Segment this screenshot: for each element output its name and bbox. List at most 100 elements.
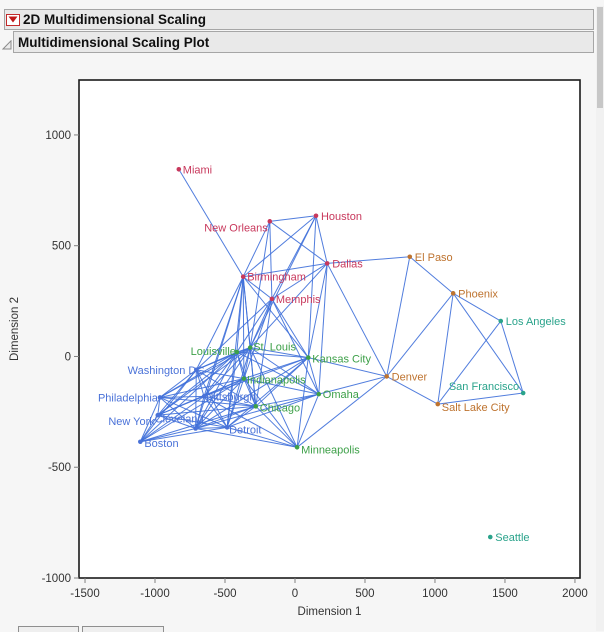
edge-line <box>140 426 228 443</box>
edge-line <box>242 276 309 358</box>
partial-button-right[interactable] <box>82 626 164 632</box>
red-triangle-menu-button[interactable] <box>6 13 20 26</box>
city-marker[interactable] <box>313 213 319 219</box>
edge-line <box>195 396 205 429</box>
edge-line <box>243 378 298 448</box>
red-triangle-icon <box>8 16 18 23</box>
city-marker[interactable] <box>234 349 240 355</box>
edge-line <box>318 263 328 395</box>
city-label: Cleveland <box>155 413 204 425</box>
edge-line <box>157 414 228 428</box>
x-tick-label: -500 <box>213 588 236 600</box>
city-label: Indianapolis <box>247 375 306 387</box>
city-marker[interactable] <box>384 374 389 379</box>
edge-line <box>243 357 309 380</box>
x-tick-label: 0 <box>292 588 298 600</box>
city-marker[interactable] <box>520 390 526 396</box>
city-marker[interactable] <box>269 296 275 302</box>
city-marker[interactable] <box>138 439 143 445</box>
city-label: Denver <box>392 371 428 383</box>
edge-line <box>203 351 238 397</box>
edge-line <box>157 397 161 416</box>
edge-line <box>242 276 245 379</box>
disclosure-triangle-icon[interactable] <box>1 37 12 50</box>
edge-line <box>315 215 328 264</box>
x-tick-label: 2000 <box>562 588 588 600</box>
city-marker[interactable] <box>194 367 199 373</box>
outline-node-2d-mds[interactable]: 2D Multidimensional Scaling <box>4 9 594 30</box>
city-label: Memphis <box>276 294 321 306</box>
outline-node-mds-plot[interactable]: Multidimensional Scaling Plot <box>13 31 594 53</box>
y-tick-label: -500 <box>48 462 71 474</box>
edge-line <box>159 397 196 429</box>
y-tick-label: 500 <box>52 241 71 253</box>
city-marker[interactable] <box>224 425 230 430</box>
city-marker[interactable] <box>498 318 504 324</box>
city-marker[interactable] <box>305 355 311 360</box>
city-label: Omaha <box>323 389 360 401</box>
partial-button-left[interactable] <box>18 626 79 632</box>
edge-line <box>196 347 251 371</box>
edge-line <box>159 395 205 398</box>
edge-line <box>243 298 273 379</box>
city-marker[interactable] <box>267 219 273 224</box>
edge-line <box>249 263 328 348</box>
city-marker[interactable] <box>407 254 413 260</box>
city-label: Boston <box>144 438 178 450</box>
edge-line <box>437 293 454 405</box>
x-tick-label: -1500 <box>70 588 99 600</box>
edge-line <box>500 320 524 394</box>
city-marker[interactable] <box>240 274 246 280</box>
city-marker[interactable] <box>176 166 182 172</box>
edge-line <box>271 263 328 300</box>
y-tick-label: 1000 <box>45 130 71 142</box>
city-marker[interactable] <box>241 376 247 381</box>
report-title: 2D Multidimensional Scaling <box>23 12 207 27</box>
edge-line <box>195 369 205 397</box>
edge-line <box>226 426 298 448</box>
city-marker[interactable] <box>247 345 253 350</box>
edge-line <box>195 369 197 429</box>
city-marker[interactable] <box>324 261 330 266</box>
edge-line <box>243 378 319 395</box>
city-marker[interactable] <box>435 401 441 407</box>
city-marker[interactable] <box>157 395 163 400</box>
city-marker[interactable] <box>294 444 300 450</box>
edge-line <box>242 221 271 277</box>
edge-line <box>307 215 317 358</box>
edge-line <box>195 357 309 429</box>
edge-line <box>140 427 196 443</box>
edge-line <box>203 347 251 397</box>
edge-line <box>249 215 317 348</box>
city-label: Miami <box>183 164 212 176</box>
edge-line <box>327 256 410 264</box>
edge-line <box>255 393 319 407</box>
edge-line <box>296 357 309 448</box>
city-marker[interactable] <box>316 391 322 397</box>
city-label: San Francisco <box>449 381 519 393</box>
city-marker[interactable] <box>487 534 493 540</box>
edge-line <box>296 393 320 448</box>
edge-line <box>409 256 454 294</box>
city-marker[interactable] <box>155 412 161 418</box>
city-label: Seattle <box>495 532 529 544</box>
city-marker[interactable] <box>193 426 198 431</box>
city-marker[interactable] <box>450 291 456 296</box>
scrollbar-thumb[interactable] <box>597 7 603 108</box>
edge-line <box>195 426 228 429</box>
edge-line <box>195 393 319 429</box>
vertical-scrollbar[interactable] <box>596 6 604 631</box>
edge-line <box>249 347 320 395</box>
x-axis-title: Dimension 1 <box>298 606 362 618</box>
city-marker[interactable] <box>253 404 259 409</box>
edge-line <box>195 298 273 371</box>
edge-line <box>307 263 328 358</box>
edge-line <box>157 405 256 416</box>
edge-line <box>243 262 328 278</box>
city-marker[interactable] <box>201 394 207 399</box>
city-label: Kansas City <box>312 354 371 366</box>
city-label: St. Louis <box>253 342 296 354</box>
edge-line <box>226 357 309 428</box>
edge-line <box>242 276 273 300</box>
